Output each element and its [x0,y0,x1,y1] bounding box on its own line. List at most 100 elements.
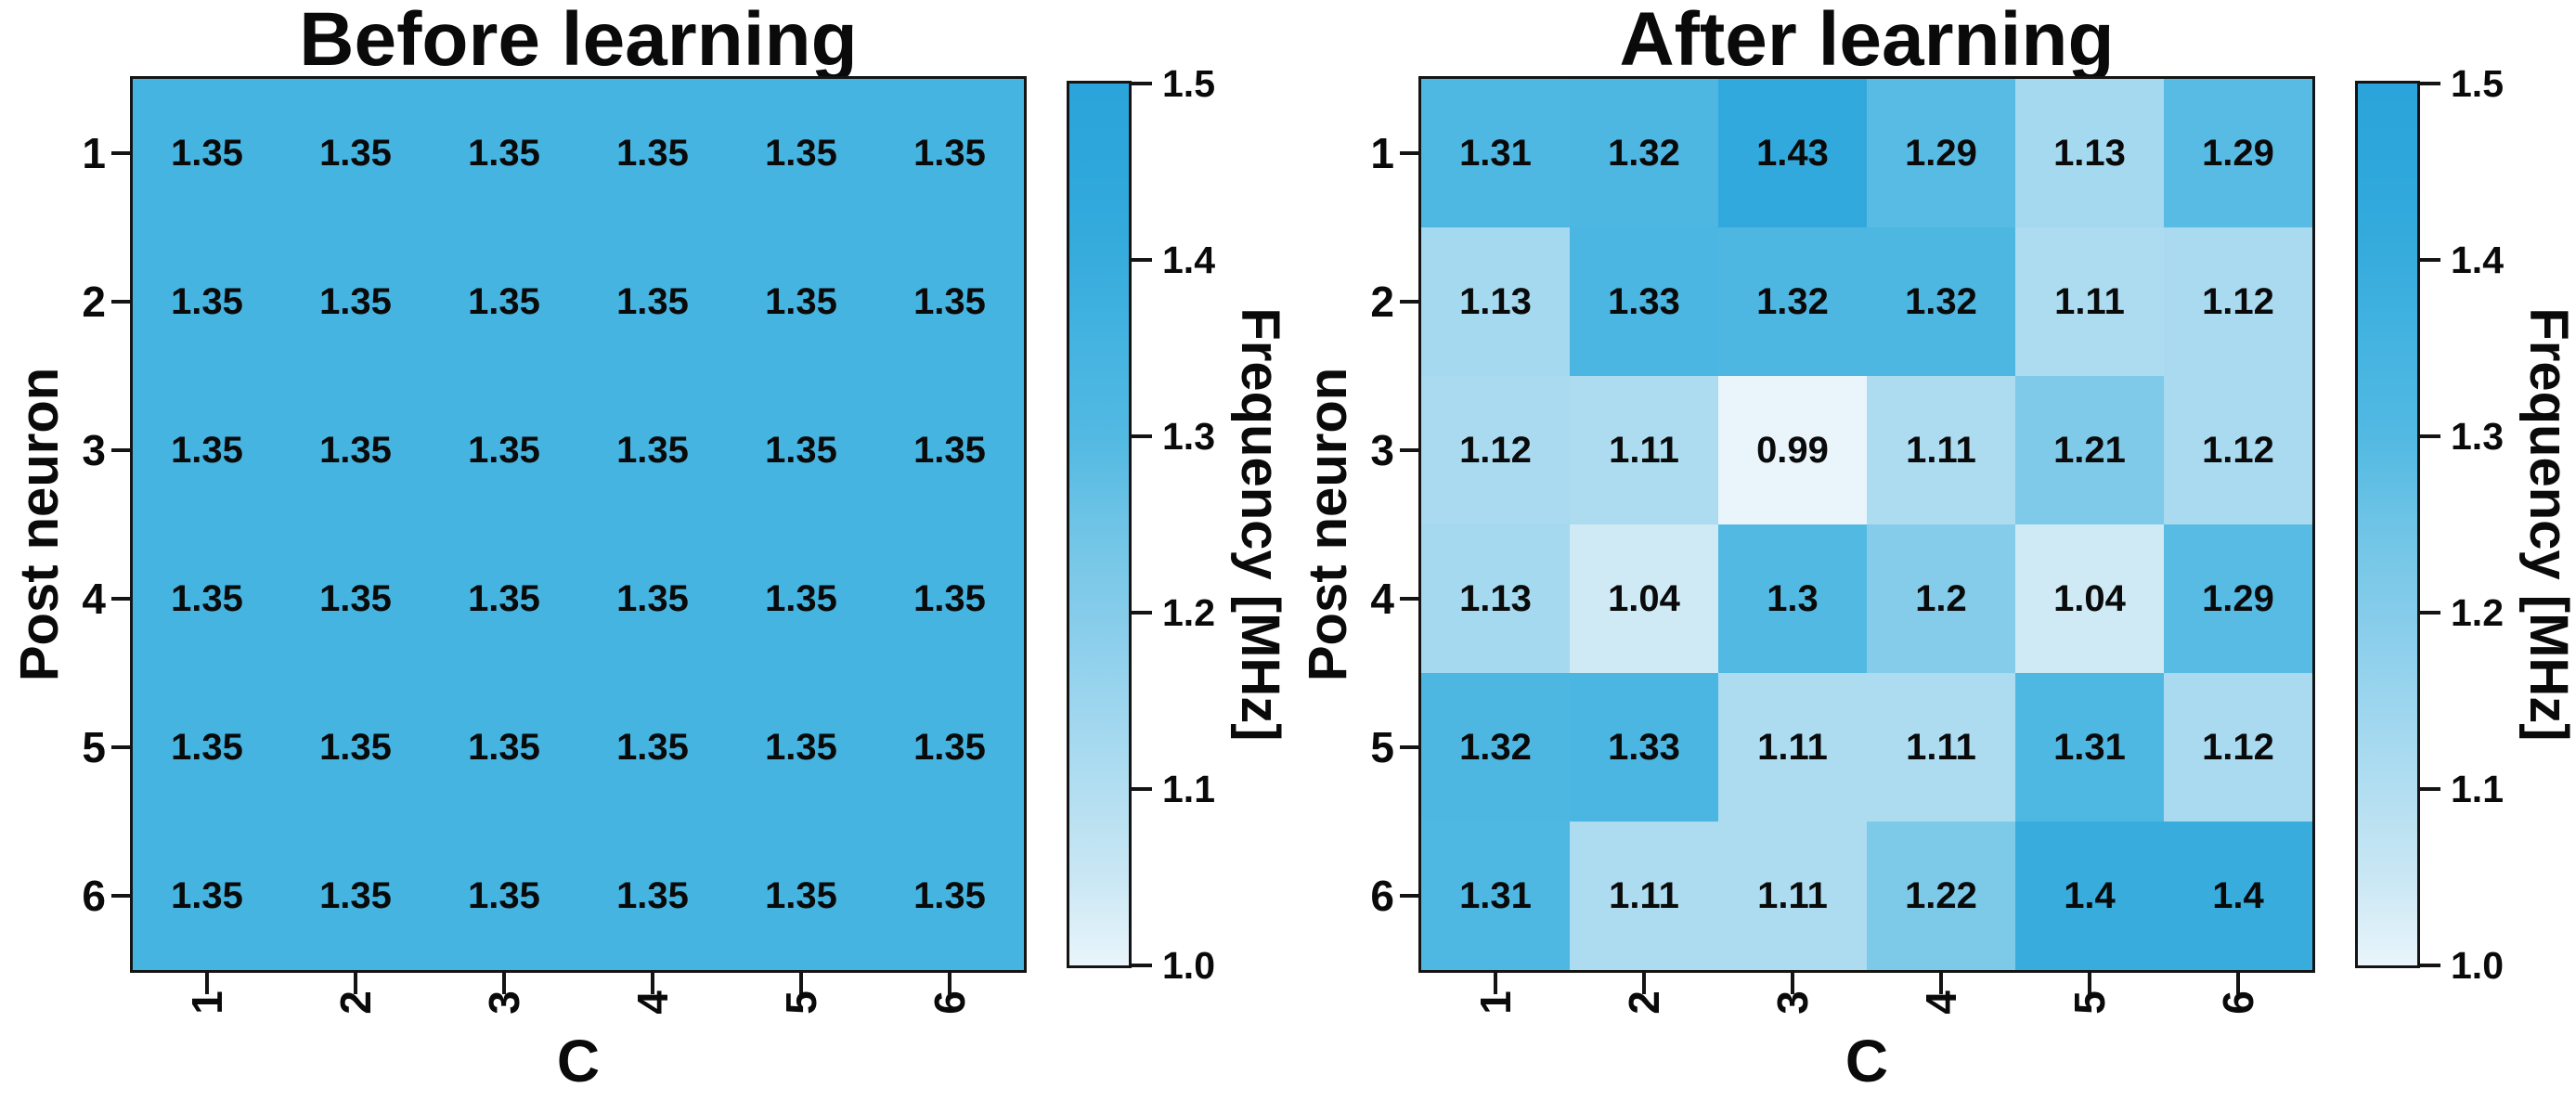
heatmap-cell: 1.35 [133,673,281,822]
heatmap-cell: 1.35 [430,673,578,822]
x-tick-label: 3 [1762,977,1823,1029]
x-tick-mark [205,973,209,994]
x-tick-label-text: 4 [628,990,677,1015]
colorbar-tick-label: 1.5 [2451,61,2504,105]
x-tick-label-text: 6 [2214,990,2262,1015]
heatmap-cell: 1.35 [133,227,281,376]
colorbar [2355,81,2420,968]
heatmap-cell: 1.29 [2164,524,2312,673]
x-tick-label: 4 [1910,977,1972,1029]
y-tick-label: 1 [82,129,106,177]
y-tick-mark [111,300,133,304]
x-tick-label-text: 3 [480,990,528,1015]
heatmap-cell: 1.35 [133,376,281,524]
heatmap-cell: 1.04 [2015,524,2164,673]
y-tick-mark [1400,151,1421,155]
heatmap-cell: 1.04 [1570,524,1718,673]
colorbar-tick-mark [1132,611,1152,615]
colorbar-gradient [1069,84,1129,965]
y-tick-label: 4 [82,575,106,623]
y-tick-mark [1400,597,1421,601]
x-tick-mark [1642,973,1646,994]
x-tick-mark [2088,973,2091,994]
colorbar-label: Frequency [MHz] [2518,307,2576,742]
heatmap-cell: 1.35 [578,524,727,673]
heatmap-cell: 1.35 [430,376,578,524]
y-tick-mark [111,448,133,452]
x-tick-mark [2236,973,2240,994]
colorbar-tick-mark [1132,434,1152,438]
x-tick-mark [1939,973,1943,994]
y-axis-label: Post neuron [8,367,70,682]
heatmap-cell: 1.35 [430,227,578,376]
heatmap-cell: 1.4 [2164,822,2312,970]
x-tick-label-text: 6 [926,990,974,1015]
heatmap-cell: 1.35 [281,822,430,970]
heatmap: 1.31 1.32 1.43 1.29 1.13 1.29 1.13 1.33 1.32 1.32… [1418,76,2315,973]
x-tick-label: 2 [1613,977,1675,1029]
y-tick-mark [111,597,133,601]
y-tick-label: 5 [82,723,106,771]
y-tick-mark [1400,894,1421,898]
heatmap-cell: 1.35 [875,673,1024,822]
heatmap-cell: 1.35 [281,227,430,376]
heatmap-cell: 1.35 [430,822,578,970]
x-tick-mark [1791,973,1794,994]
heatmap-cell: 1.32 [1867,227,2015,376]
x-tick-label: 2 [325,977,386,1029]
heatmap-cell: 1.35 [430,524,578,673]
colorbar-tick-label: 1.3 [1162,414,1215,458]
heatmap-cell: 1.11 [1867,673,2015,822]
colorbar-tick-label: 1.0 [1162,943,1215,987]
x-tick-mark [1494,973,1497,994]
heatmap-cell: 1.35 [281,79,430,227]
heatmap-cell: 1.35 [133,79,281,227]
y-tick-mark [111,151,133,155]
y-tick-label: 2 [82,278,106,326]
heatmap-cell: 1.13 [1421,524,1570,673]
colorbar-tick-mark [2420,964,2440,967]
heatmap-cell: 1.35 [875,822,1024,970]
panel-after-learning: After learning Post neuron 1.31 1.32 1.43 1… [1288,0,2576,1100]
heatmap-cell: 1.4 [2015,822,2164,970]
heatmap-cell: 1.35 [875,376,1024,524]
x-tick-label-text: 4 [1917,990,1965,1015]
x-tick-label: 5 [2059,977,2120,1029]
heatmap-cell: 1.35 [578,822,727,970]
colorbar-tick-label: 1.5 [1162,61,1215,105]
heatmap-cell: 1.35 [281,376,430,524]
colorbar-tick-label: 1.2 [1162,590,1215,634]
heatmap-cell: 1.43 [1718,79,1867,227]
heatmap-cell: 1.12 [2164,227,2312,376]
y-tick-mark [1400,300,1421,304]
heatmap-cell: 1.13 [1421,227,1570,376]
y-tick-label: 4 [1370,575,1394,623]
colorbar-tick-mark [2420,611,2440,615]
heatmap-cell: 1.29 [1867,79,2015,227]
y-axis-label: Post neuron [1297,367,1358,682]
heatmap-cell: 1.11 [2015,227,2164,376]
plot-title: After learning [1619,0,2115,82]
x-tick-label-text: 1 [1471,990,1520,1015]
heatmap-cell: 1.35 [727,822,875,970]
colorbar-tick-label: 1.0 [2451,943,2504,987]
heatmap-cell: 1.11 [1718,673,1867,822]
x-tick-label: 1 [176,977,238,1029]
panel-before-learning: Before learning Post neuron 1.35 1.35 1.35… [8,0,1291,1094]
x-tick-label: 5 [770,977,832,1029]
x-tick-label: 3 [473,977,535,1029]
heatmap-cell: 1.32 [1570,79,1718,227]
heatmap-cell: 1.35 [727,673,875,822]
colorbar-tick-mark [1132,82,1152,85]
heatmap-cell: 1.11 [1718,822,1867,970]
heatmap-cell: 1.35 [727,524,875,673]
colorbar-tick-mark [2420,258,2440,262]
y-tick-label: 3 [82,426,106,474]
x-tick-label: 6 [919,977,980,1029]
heatmap-cell: 1.35 [578,376,727,524]
colorbar [1067,81,1132,968]
heatmap-cell: 1.31 [2015,673,2164,822]
y-tick-label: 6 [82,872,106,920]
x-tick-label-text: 2 [1620,990,1668,1015]
heatmap-cell: 1.33 [1570,227,1718,376]
